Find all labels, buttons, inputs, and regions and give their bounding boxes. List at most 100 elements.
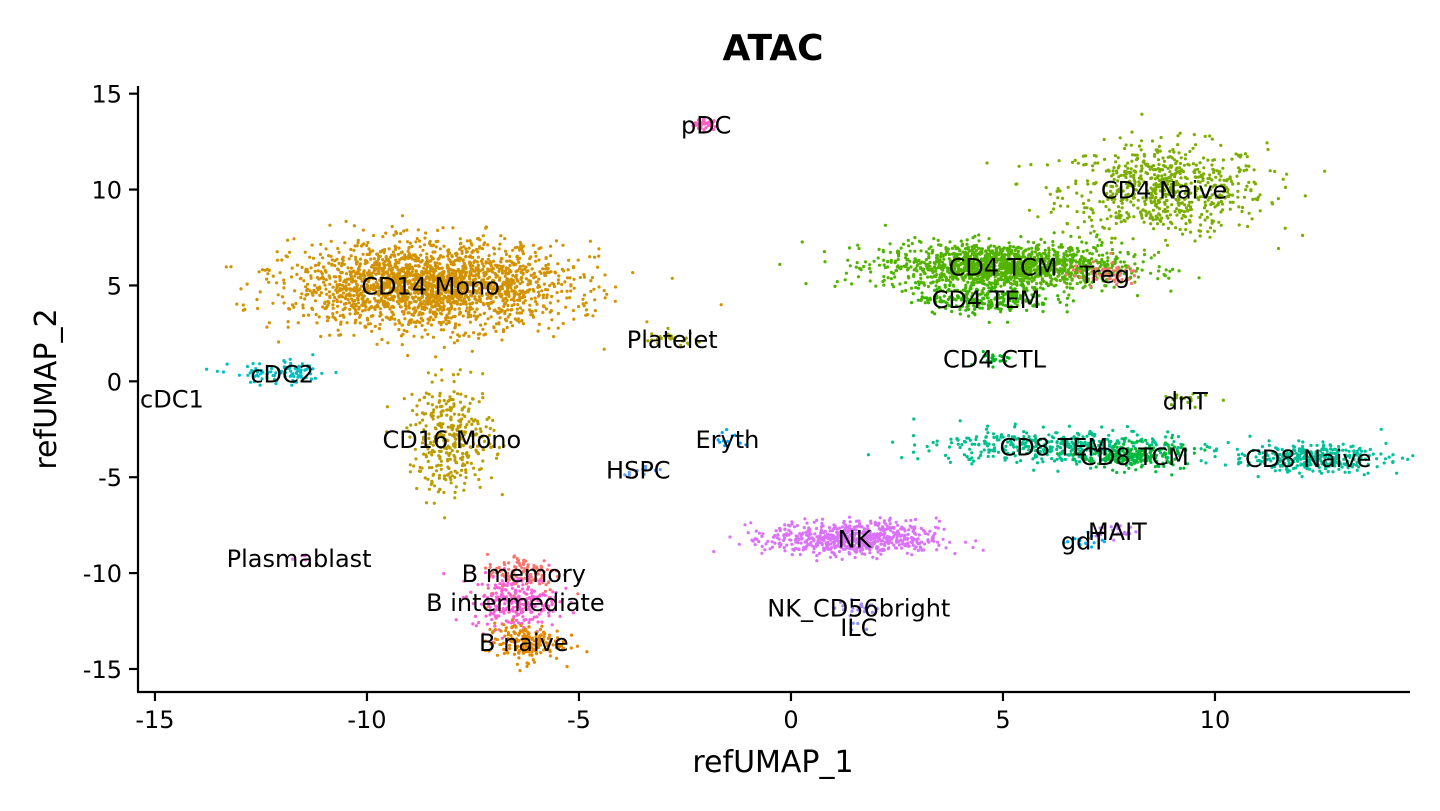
point-cd14-mono [357, 307, 361, 311]
point-cd14-mono [398, 258, 402, 262]
point-cd14-mono [545, 270, 550, 275]
point-cd14-mono [422, 243, 427, 247]
point-cd4-naive [1193, 175, 1197, 179]
point-cd4-tcm [872, 259, 876, 263]
point-cd4-naive [1109, 241, 1114, 245]
point-cd14-mono [358, 264, 362, 268]
point-cd14-mono [401, 256, 405, 260]
point-cd4-naive [1226, 188, 1230, 192]
point-cd14-mono [503, 302, 507, 306]
point-cd4-naive [1164, 198, 1169, 202]
point-cd4-tcm [1066, 246, 1071, 251]
point-cd4-tem [1056, 297, 1060, 301]
point-cd4-naive [1056, 187, 1060, 191]
point-cd14-mono [592, 287, 596, 291]
point-cd14-mono [329, 239, 333, 243]
point-cd14-mono [582, 293, 587, 297]
point-cd4-naive [1126, 192, 1130, 196]
point-cd4-tcm [911, 292, 915, 296]
point-cd14-mono [352, 302, 356, 306]
point-cd14-mono [332, 275, 336, 279]
point-cd4-naive [1066, 204, 1070, 208]
point-cd4-tcm [910, 241, 914, 246]
point-cd14-mono [534, 280, 538, 284]
point-cd4-tcm [1084, 281, 1088, 285]
point-cd16-mono [464, 394, 468, 398]
point-cd14-mono [342, 262, 346, 266]
point-cd4-naive [1204, 193, 1208, 197]
point-cd4-tcm [846, 258, 850, 262]
point-cd4-naive [1154, 192, 1158, 196]
point-cd14-mono [597, 247, 601, 251]
point-cd4-naive [1133, 180, 1137, 184]
point-cd14-mono [267, 280, 271, 284]
point-cd14-mono [332, 299, 336, 303]
point-cd14-mono [352, 333, 356, 337]
point-cd14-mono [439, 328, 443, 332]
point-cd14-mono [556, 262, 560, 266]
point-cd14-mono [306, 313, 311, 317]
point-cd4-tcm [1021, 253, 1025, 257]
point-cd14-mono [439, 321, 443, 325]
point-cd14-mono [224, 265, 228, 269]
point-cd4-naive [1148, 167, 1152, 171]
point-cd4-tcm [912, 274, 916, 278]
point-cd14-mono [352, 248, 356, 252]
point-cd14-mono [378, 311, 383, 315]
point-cd14-mono [324, 287, 328, 291]
point-cd14-mono [565, 296, 569, 300]
point-cd14-mono [577, 304, 581, 309]
point-cd14-mono [445, 263, 449, 267]
point-cd14-mono [518, 306, 523, 310]
point-cd4-tcm [965, 272, 969, 277]
point-cd14-mono [530, 310, 535, 314]
point-cd16-mono [477, 477, 481, 482]
point-cd4-tcm [948, 260, 953, 264]
point-cd14-mono [499, 260, 503, 264]
point-cd14-mono [303, 297, 307, 301]
point-cd4-naive [1159, 196, 1163, 200]
point-cd4-tcm [1003, 261, 1008, 265]
point-cd4-tcm [946, 247, 951, 251]
point-pdc [707, 123, 712, 127]
point-cd14-mono [343, 241, 347, 245]
point-cd4-naive [1208, 235, 1212, 239]
point-cd4-tcm [1046, 284, 1050, 288]
point-cd4-naive [1168, 149, 1172, 153]
point-cd14-mono [464, 309, 468, 313]
point-cd4-naive [1127, 170, 1131, 174]
point-cd4-naive [1065, 221, 1069, 225]
point-cd4-tcm [1120, 265, 1124, 269]
point-cd4-tcm [882, 263, 886, 267]
point-cd14-mono [433, 250, 437, 254]
point-cd4-naive [1236, 195, 1240, 199]
point-cd4-tcm [1079, 266, 1083, 270]
point-cd4-tcm [941, 268, 945, 272]
point-cd4-tcm [912, 268, 916, 272]
point-cd14-mono [373, 324, 377, 328]
point-cd16-mono [440, 378, 444, 382]
point-cd14-mono [361, 243, 365, 247]
point-cd4-naive [1089, 218, 1094, 222]
point-cd14-mono [361, 303, 365, 308]
point-cd4-naive [1137, 144, 1142, 148]
point-cd4-naive [1091, 168, 1095, 172]
point-cd14-mono [461, 314, 465, 318]
point-cd14-mono [408, 318, 412, 322]
point-cd14-mono [420, 323, 424, 328]
point-cd14-mono [483, 322, 487, 326]
point-cd14-mono [336, 267, 340, 271]
point-cd4-tem [1065, 310, 1069, 314]
point-cd14-mono [426, 321, 430, 325]
point-cd14-mono [282, 281, 286, 285]
point-cd4-tcm [876, 256, 880, 260]
point-cd14-mono [343, 285, 347, 289]
point-cd4-tcm [1113, 261, 1117, 265]
point-cd14-mono [353, 279, 358, 283]
point-cd4-naive [1121, 198, 1125, 202]
point-cd4-tcm [1028, 266, 1032, 270]
point-cd4-tcm [993, 253, 997, 257]
point-cd4-naive [1177, 197, 1181, 202]
point-cd4-tcm [888, 242, 892, 246]
point-cd4-naive [1144, 194, 1148, 198]
